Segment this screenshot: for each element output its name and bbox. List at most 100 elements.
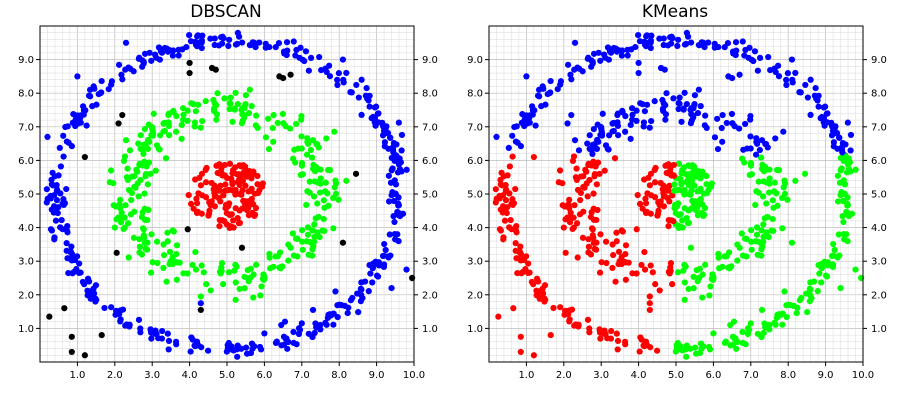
data-point	[683, 342, 690, 349]
data-point	[523, 73, 530, 80]
data-point	[358, 111, 365, 119]
data-point	[502, 197, 510, 204]
data-point	[304, 231, 312, 238]
data-point	[194, 32, 202, 39]
data-point	[246, 86, 253, 93]
data-point	[344, 309, 351, 317]
y-tick-label-right: 9.0	[871, 55, 887, 66]
data-point	[226, 160, 234, 167]
data-point	[611, 155, 619, 162]
data-point	[622, 276, 629, 283]
data-point	[506, 190, 513, 197]
data-point	[705, 39, 712, 46]
data-point	[330, 321, 337, 328]
data-point	[148, 57, 155, 64]
data-point	[694, 198, 701, 205]
data-point	[751, 48, 759, 55]
data-point	[323, 321, 330, 328]
data-point	[804, 309, 811, 316]
data-point	[278, 342, 285, 349]
data-point	[758, 227, 765, 234]
data-point	[599, 110, 606, 117]
data-point	[309, 227, 316, 234]
data-point	[226, 100, 233, 107]
data-point	[68, 243, 75, 250]
data-point	[241, 273, 248, 280]
data-point	[261, 274, 268, 281]
data-point	[72, 116, 79, 124]
data-point	[349, 294, 356, 302]
data-point	[781, 177, 788, 184]
data-point	[788, 239, 796, 246]
data-point	[828, 252, 836, 260]
data-point	[789, 79, 796, 86]
data-point	[187, 348, 194, 355]
data-point	[334, 81, 341, 89]
y-tick-label-left: 4.0	[18, 223, 34, 234]
data-point	[220, 192, 227, 199]
data-point	[60, 153, 67, 160]
data-point	[166, 47, 173, 54]
data-point	[728, 110, 736, 118]
data-point	[754, 140, 761, 147]
data-point	[814, 288, 821, 295]
data-point	[775, 311, 783, 318]
data-point	[143, 163, 150, 170]
data-point	[140, 58, 147, 65]
data-point	[571, 137, 579, 144]
data-point	[164, 238, 171, 245]
data-point	[335, 70, 342, 77]
data-point	[98, 332, 105, 339]
data-point	[139, 209, 146, 216]
data-point	[197, 300, 204, 307]
data-point	[692, 344, 699, 351]
data-point	[520, 257, 528, 264]
data-point	[636, 200, 644, 207]
data-point	[500, 192, 507, 199]
data-point	[178, 121, 185, 129]
data-point	[681, 279, 688, 286]
data-point	[372, 258, 379, 265]
data-point	[503, 209, 510, 217]
data-point	[635, 59, 642, 67]
data-point	[361, 278, 369, 285]
data-point	[388, 167, 395, 174]
data-point	[595, 49, 602, 56]
data-point	[269, 124, 276, 132]
data-point	[87, 93, 94, 100]
data-point	[236, 219, 244, 227]
data-point	[752, 238, 759, 245]
data-point	[637, 334, 644, 341]
data-point	[148, 335, 155, 342]
data-point	[613, 330, 620, 337]
data-point	[317, 321, 324, 329]
data-point	[702, 261, 709, 268]
data-point	[189, 261, 196, 269]
data-point	[311, 178, 318, 185]
data-point	[739, 328, 746, 336]
data-point	[664, 161, 671, 168]
data-point	[637, 100, 644, 107]
data-point	[585, 160, 592, 168]
data-point	[166, 132, 173, 139]
data-point	[226, 186, 233, 193]
data-point	[254, 172, 261, 180]
x-tick-label: 4.0	[182, 370, 198, 381]
data-point	[60, 132, 67, 139]
data-point	[77, 112, 84, 119]
y-tick-label-left: 7.0	[18, 122, 34, 133]
data-point	[232, 164, 239, 171]
data-point	[668, 33, 675, 40]
y-tick-label-left: 8.0	[18, 89, 34, 100]
data-point	[512, 240, 519, 247]
data-point	[677, 211, 684, 218]
kmeans-panel: KMeans 1.0 2.0 3.0 4.0 5.0 6.0 7.0 8.0 9.0 10.0 1.…	[467, 2, 887, 381]
data-point	[152, 327, 159, 334]
data-point	[574, 254, 581, 261]
data-point	[761, 320, 768, 327]
data-point	[373, 272, 381, 279]
data-point	[618, 260, 625, 268]
data-point	[702, 112, 709, 119]
data-point	[504, 172, 511, 179]
data-point	[760, 221, 767, 228]
